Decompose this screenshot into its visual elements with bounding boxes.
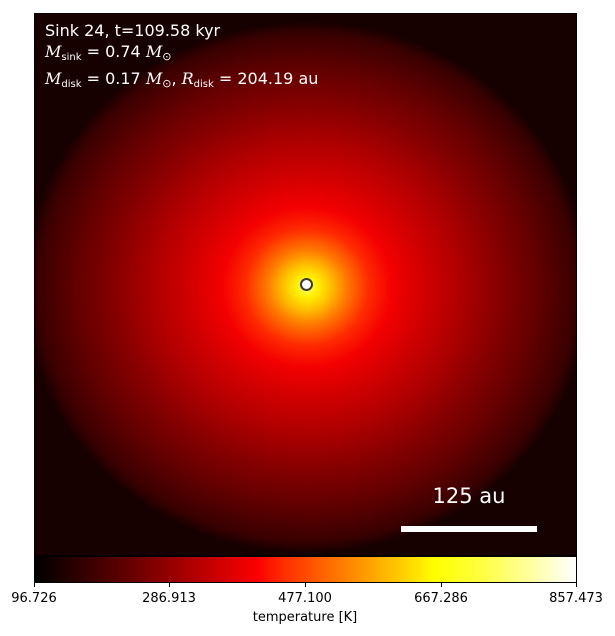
sun-symbol: ⊙	[162, 50, 172, 63]
separator: ,	[171, 69, 182, 88]
colorbar-tick	[305, 583, 306, 587]
m-disk-symbol: M	[45, 69, 62, 88]
colorbar-tick-label: 477.100	[278, 591, 332, 606]
sun-symbol-2: ⊙	[162, 77, 172, 90]
colorbar-tick	[34, 583, 35, 587]
disk-line: Mdisk = 0.17 M⊙, Rdisk = 204.19 au	[45, 68, 318, 95]
m-sink-subscript: sink	[61, 52, 82, 63]
m-disk-subscript: disk	[61, 79, 82, 90]
colorbar	[34, 556, 577, 583]
colorbar-tick-label: 286.913	[142, 591, 196, 606]
r-disk-subscript: disk	[193, 79, 214, 90]
m-disk-value: = 0.17	[81, 69, 146, 88]
scale-bar	[401, 526, 537, 532]
scale-bar-label: 125 au	[432, 484, 506, 508]
colorbar-tick-label: 96.726	[11, 591, 57, 606]
sink-time-line: Sink 24, t=109.58 kyr	[45, 21, 221, 40]
m-sink-symbol: M	[45, 42, 62, 61]
sink-mass-line: Msink = 0.74 M⊙	[45, 41, 318, 68]
colorbar-title: temperature [K]	[252, 610, 358, 625]
sink-info: Sink 24, t=109.58 kyr Msink = 0.74 M⊙ Md…	[45, 20, 318, 95]
colorbar-tick	[576, 583, 577, 587]
solar-mass-symbol: M	[145, 42, 163, 61]
colorbar-tick-label: 857.473	[549, 591, 603, 606]
colorbar-tick	[441, 583, 442, 587]
r-disk-symbol: R	[181, 69, 194, 88]
solar-mass-symbol-2: M	[145, 69, 163, 88]
colorbar-tick-label: 667.286	[414, 591, 468, 606]
m-sink-value: = 0.74	[81, 42, 146, 61]
colorbar-tick	[169, 583, 170, 587]
sink-marker	[300, 278, 313, 291]
r-disk-value: = 204.19 au	[213, 69, 319, 88]
